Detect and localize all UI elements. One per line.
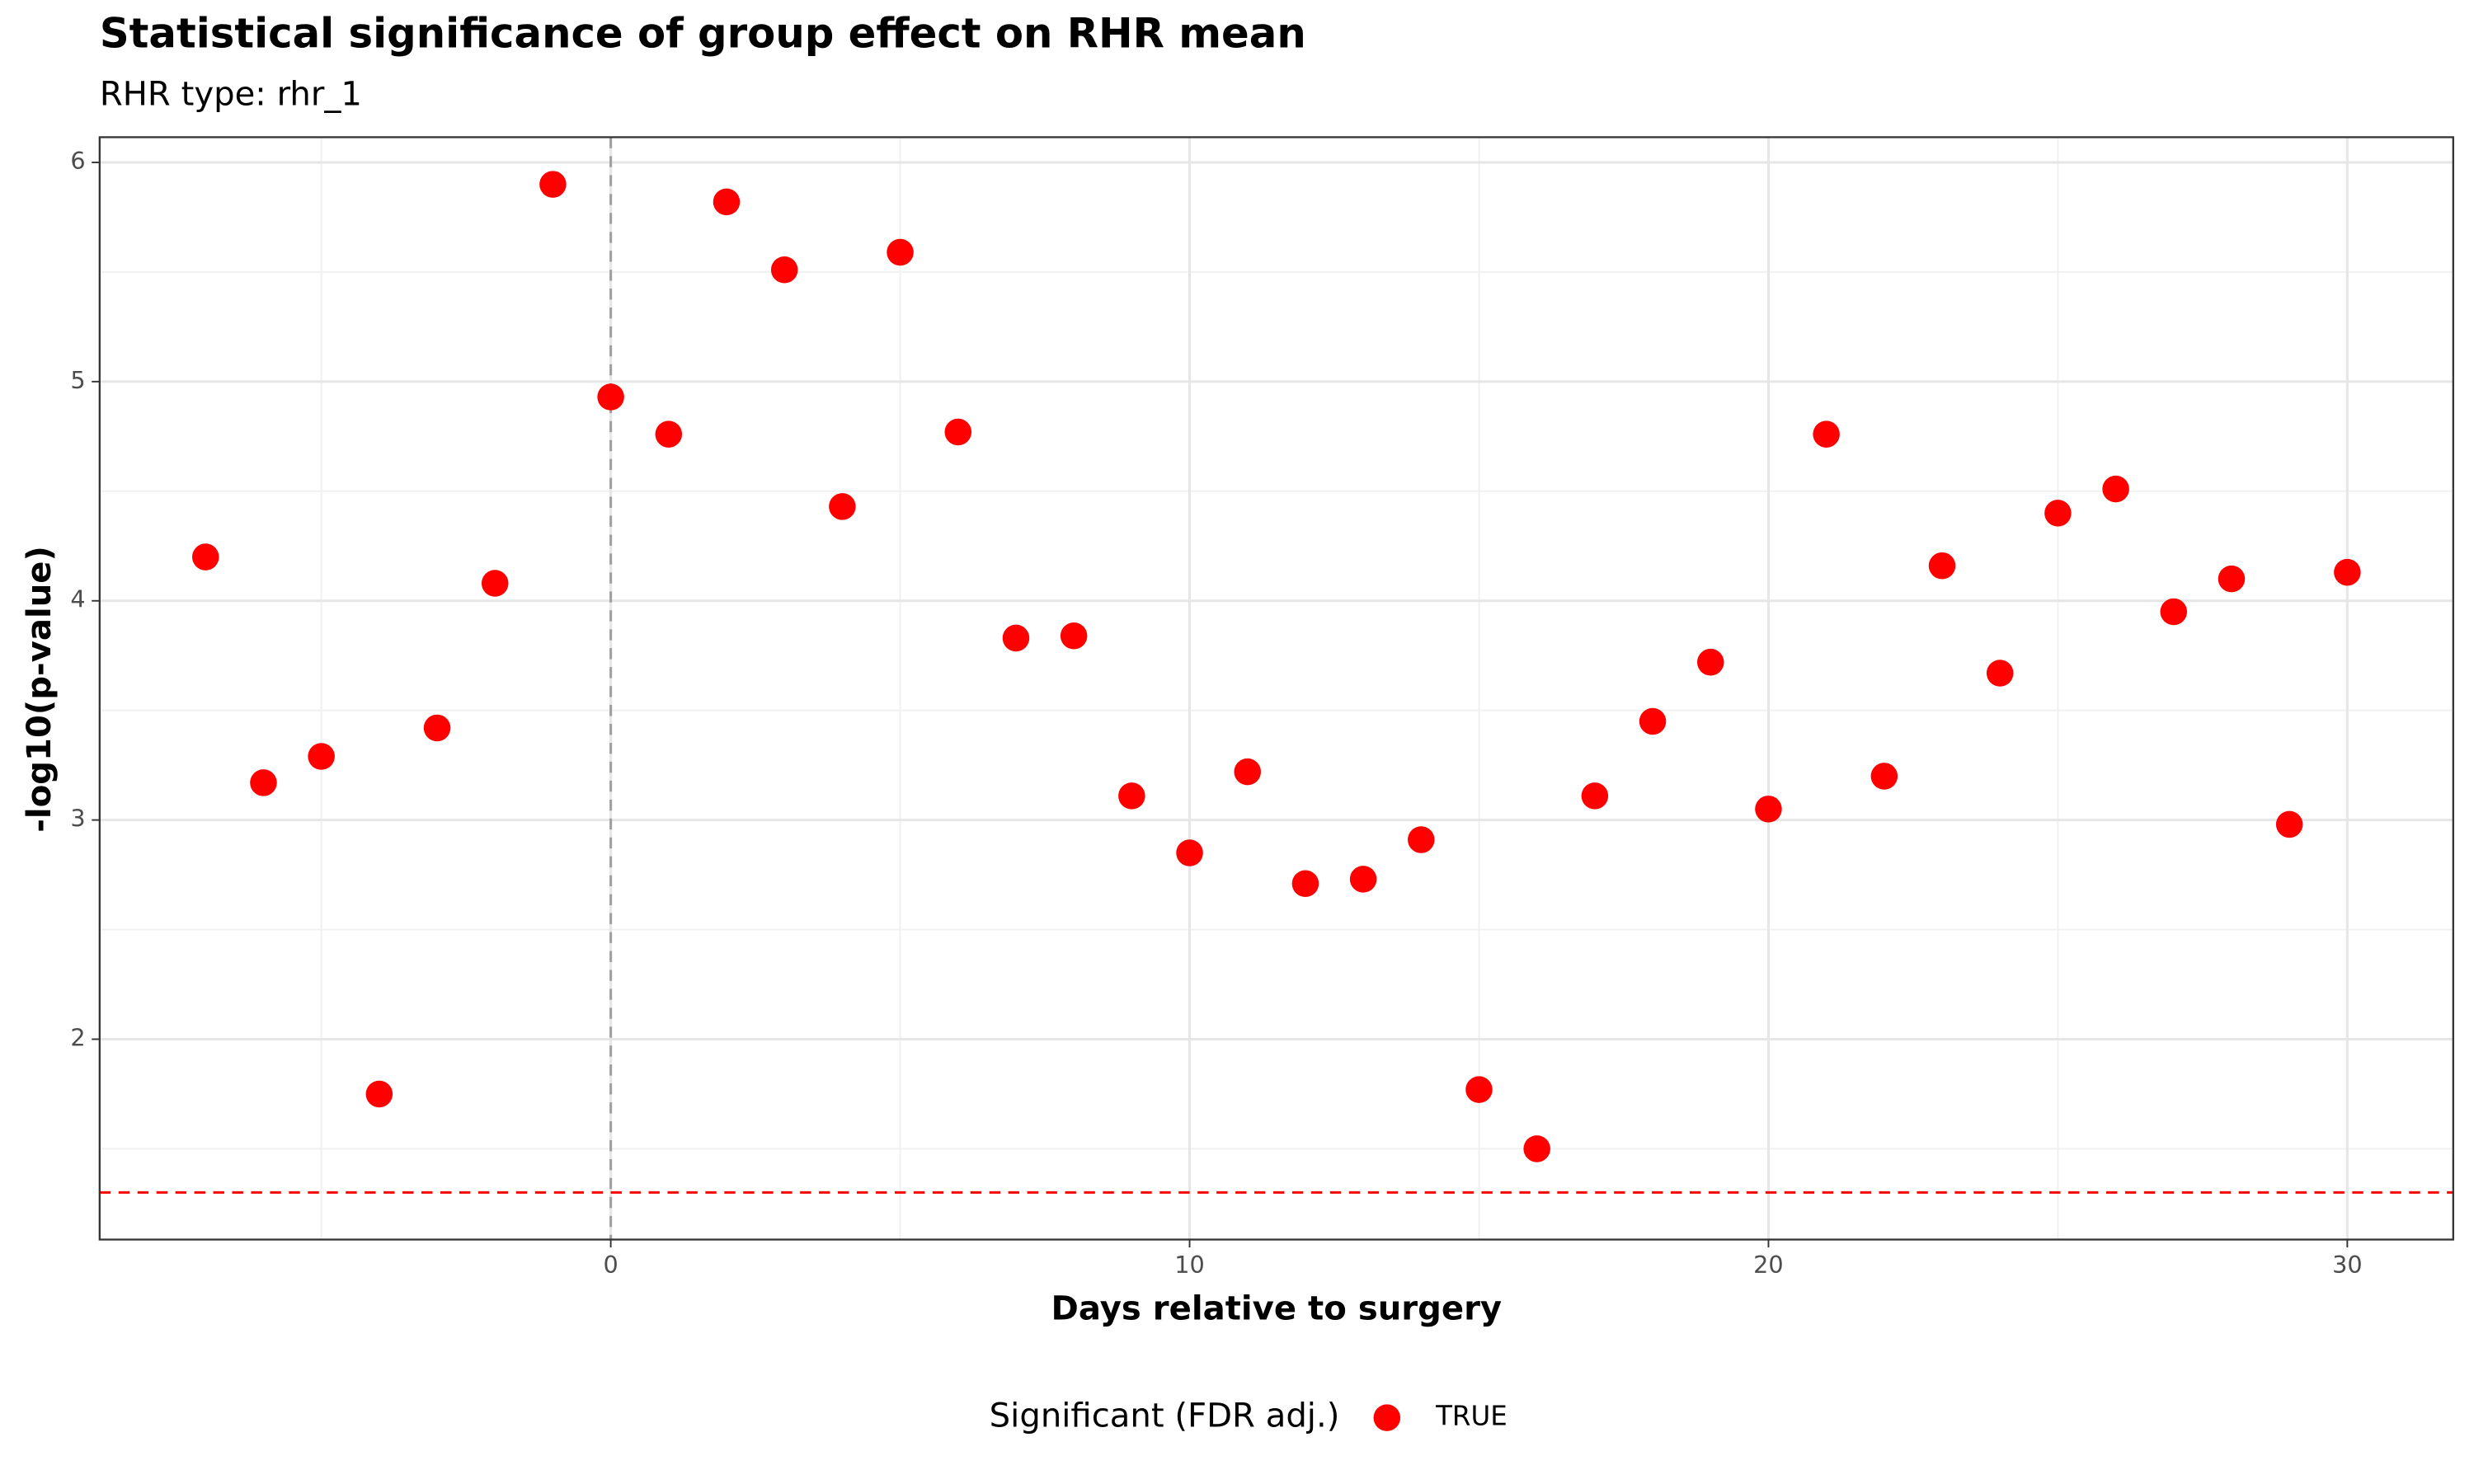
point [1928, 552, 1956, 580]
point [597, 383, 624, 411]
point [2044, 500, 2072, 527]
point [829, 493, 856, 520]
point [192, 543, 219, 571]
point [1408, 826, 1435, 853]
point [2160, 598, 2188, 626]
chart-title: Statistical significance of group effect… [100, 9, 1306, 57]
point [713, 188, 741, 216]
point [2334, 558, 2361, 586]
y-axis-title: -log10(p-value) [21, 546, 59, 833]
point [2102, 475, 2129, 503]
point [250, 769, 277, 796]
point [1696, 648, 1724, 676]
point [1870, 763, 1898, 790]
x-tick-label: 10 [1174, 1251, 1205, 1279]
y-tick-label: 3 [70, 805, 85, 833]
point [1118, 782, 1145, 810]
y-tick-label: 5 [70, 366, 85, 394]
legend-title: Significant (FDR adj.) [990, 1397, 1340, 1435]
legend: Significant (FDR adj.) TRUE [990, 1397, 1507, 1435]
x-axis-title: Days relative to surgery [1051, 1290, 1503, 1328]
legend-marker [1373, 1404, 1401, 1431]
point [481, 570, 509, 597]
point [423, 714, 451, 742]
plot-area [99, 137, 2453, 1240]
x-tick-label: 20 [1753, 1251, 1784, 1279]
point [365, 1080, 393, 1108]
point [944, 418, 972, 446]
y-tick-label: 4 [70, 585, 85, 613]
point [1176, 839, 1203, 866]
panel-border [98, 136, 2454, 1241]
y-tick-label: 2 [70, 1023, 85, 1051]
point [1349, 866, 1377, 893]
legend-label: TRUE [1435, 1401, 1507, 1432]
x-tick-label: 30 [2332, 1251, 2363, 1279]
point [1234, 758, 1261, 786]
point [1986, 660, 2014, 687]
point [2218, 565, 2246, 593]
point [770, 256, 798, 284]
point [2275, 810, 2303, 838]
point [308, 743, 335, 770]
point [1523, 1135, 1550, 1162]
point [655, 420, 683, 448]
point [1060, 622, 1088, 650]
point [539, 171, 567, 198]
point [1291, 870, 1319, 897]
x-tick-label: 0 [603, 1251, 618, 1279]
point [1465, 1076, 1493, 1103]
chart-subtitle: RHR type: rhr_1 [100, 76, 362, 114]
y-tick-label: 6 [70, 147, 85, 175]
point [887, 238, 914, 266]
point [1581, 782, 1609, 810]
point [1755, 796, 1782, 823]
point [1639, 707, 1667, 735]
point [1813, 420, 1840, 448]
point [1002, 624, 1030, 652]
